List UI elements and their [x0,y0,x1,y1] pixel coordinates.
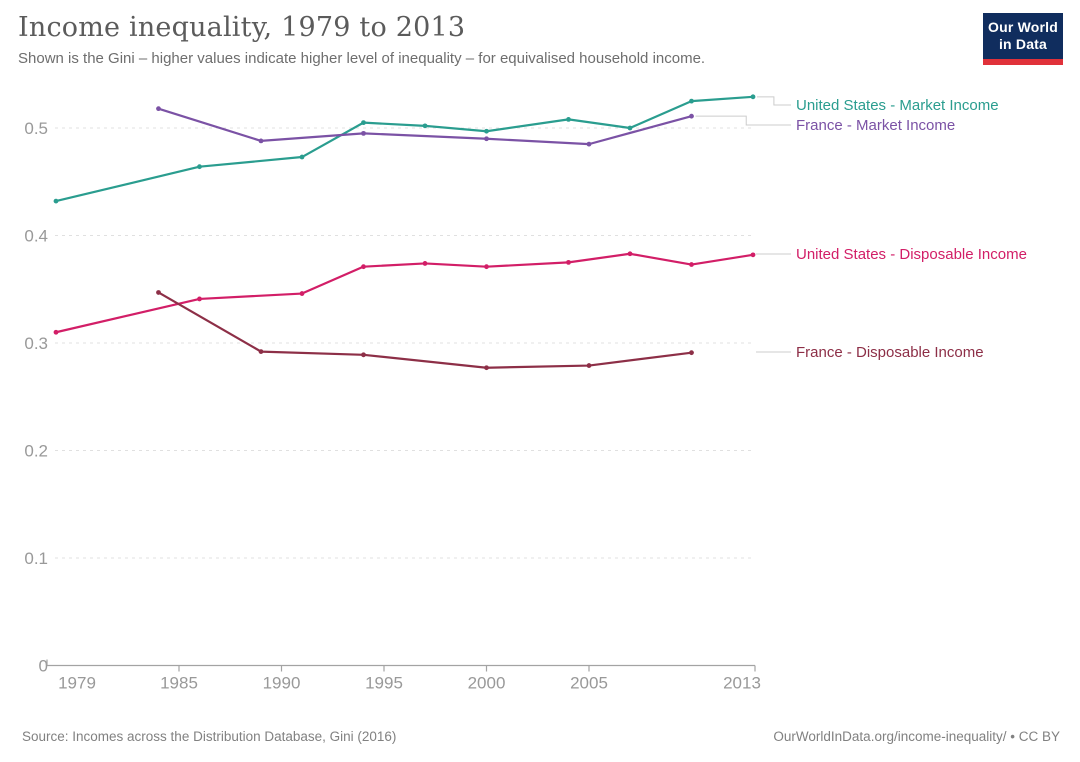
series-point-fr-disposable[interactable] [156,290,161,295]
series-point-fr-disposable[interactable] [484,365,489,371]
series-point-us-market[interactable] [566,117,571,122]
x-tick-label: 1995 [365,674,403,693]
series-point-us-market[interactable] [361,120,366,126]
legend-connector-fr-market [695,115,791,126]
series-point-us-market[interactable] [627,125,633,131]
legend-label-fr-market[interactable]: France - Market Income [796,117,955,134]
series-point-us-market[interactable] [422,123,428,129]
x-tick-label: 2000 [468,674,506,693]
y-tick-label: 0.2 [24,442,48,461]
series-point-us-disposable[interactable] [299,291,305,296]
series-point-fr-disposable[interactable] [689,350,694,356]
line-chart-canvas: 0 0.1 0.2 0.3 0.4 0.5 1979 1985 1990 1995 2000 2005… [24,94,1027,693]
series-line-us-disposable[interactable] [54,252,755,334]
y-tick-label: 0.4 [24,227,48,246]
series-point-fr-disposable[interactable] [586,363,592,368]
y-tick-label: 0 [39,657,48,676]
series-point-us-disposable[interactable] [750,252,756,258]
legend-label-us-market[interactable]: United States - Market Income [796,97,999,114]
y-tick-label: 0.5 [24,119,48,138]
x-tick-label: 2005 [570,674,608,693]
legend-connector-us-market [757,96,791,106]
series-point-us-disposable[interactable] [53,329,59,335]
series-point-fr-market[interactable] [156,106,161,112]
legend-label-fr-disposable[interactable]: France - Disposable Income [796,344,984,361]
series-point-us-market[interactable] [484,128,489,134]
series-point-us-market[interactable] [750,94,756,100]
series-point-us-disposable[interactable] [361,264,366,270]
series-point-us-disposable[interactable] [197,296,202,302]
series-point-us-disposable[interactable] [484,264,489,270]
legend-label-us-disposable[interactable]: United States - Disposable Income [796,246,1027,263]
series-point-fr-disposable[interactable] [258,349,264,354]
series-point-fr-market[interactable] [586,141,592,147]
series-point-us-market[interactable] [53,198,59,204]
x-tick-label: 2013 [723,674,761,693]
x-tick-label: 1990 [263,674,301,693]
chart-title: Income inequality, 1979 to 2013 [18,12,466,43]
chart-footer: Source: Incomes across the Distribution … [22,729,1060,744]
owid-logo-accent-bar [983,59,1063,65]
series-line-fr-disposable[interactable] [157,291,693,369]
x-tick-label: 1979 [58,674,96,693]
y-tick-label: 0.1 [24,549,48,568]
series-point-fr-market[interactable] [258,138,264,144]
owid-logo[interactable]: Our World in Data [983,13,1063,65]
line-chart: 0 0.1 0.2 0.3 0.4 0.5 1979 1985 1990 1995 2000 2005… [0,85,1080,710]
series-point-us-disposable[interactable] [689,262,694,267]
y-tick-label: 0.3 [24,334,48,353]
series-point-fr-market[interactable] [361,130,366,136]
chart-subtitle: Shown is the Gini – higher values indica… [18,50,706,67]
series-line-fr-market[interactable] [157,107,693,146]
owid-logo-box: Our World in Data [983,13,1063,59]
source-note: Source: Incomes across the Distribution … [22,729,397,744]
series-point-fr-market[interactable] [689,113,694,119]
series-point-us-disposable[interactable] [566,259,571,265]
owid-logo-line2: in Data [998,36,1048,52]
series-point-us-market[interactable] [689,98,694,104]
series-line-us-market[interactable] [54,95,755,203]
series-point-fr-market[interactable] [484,136,489,142]
series-point-us-disposable[interactable] [627,251,633,257]
owid-logo-line1: Our World [988,18,1058,35]
chart-header: Income inequality, 1979 to 2013 Shown is… [18,12,970,67]
x-tick-label: 1985 [160,674,198,693]
series-point-us-market[interactable] [299,154,305,160]
series-point-fr-disposable[interactable] [361,352,366,358]
series-point-us-market[interactable] [197,164,202,170]
series-point-us-disposable[interactable] [422,261,428,266]
footer-link[interactable]: OurWorldInData.org/income-inequality/ • … [773,729,1060,744]
